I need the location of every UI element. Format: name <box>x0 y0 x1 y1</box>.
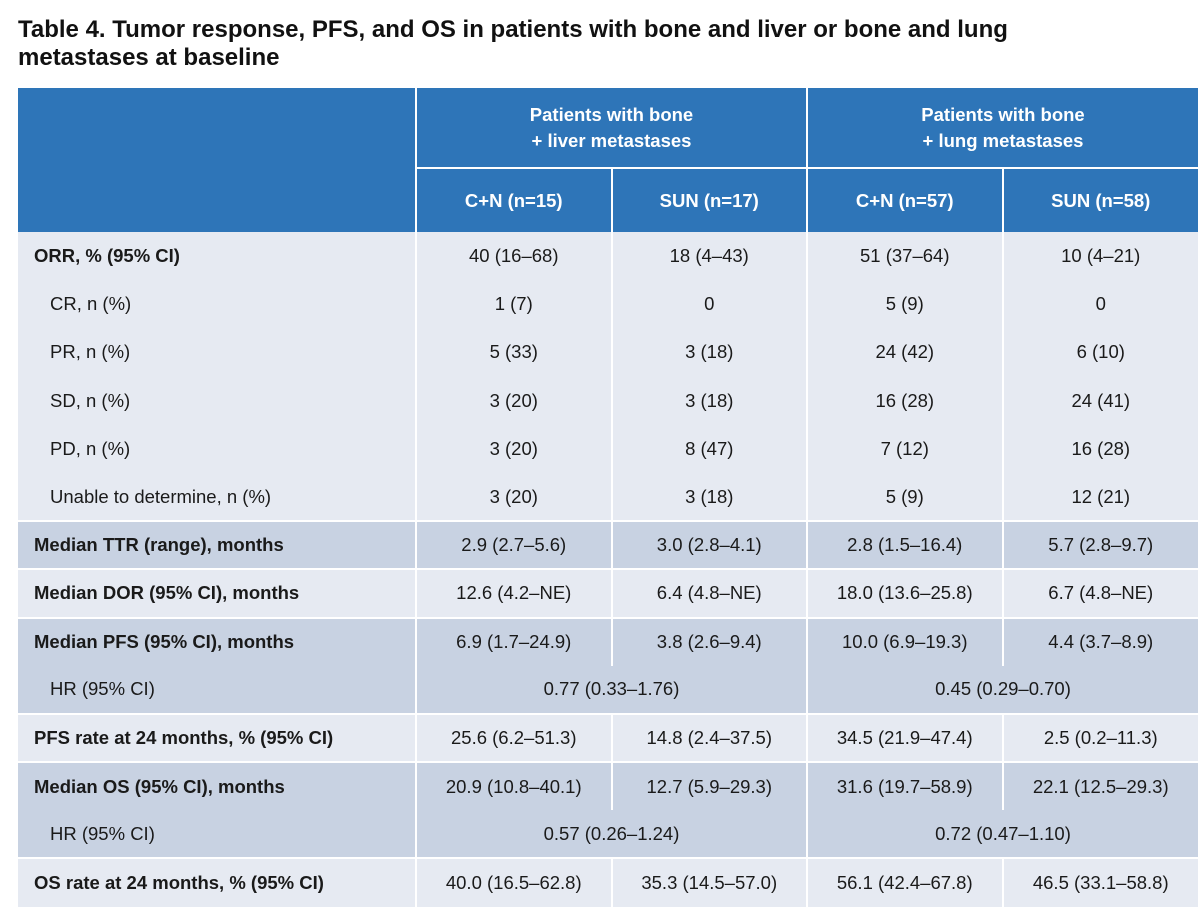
table-cell: 20.9 (10.8–40.1) <box>415 761 612 811</box>
table-row: OS rate at 24 months, % (95% CI) 40.0 (1… <box>18 857 1198 907</box>
table-row: HR (95% CI) 0.77 (0.33–1.76) 0.45 (0.29–… <box>18 665 1198 714</box>
header-row-groups: Patients with bone + liver metastases Pa… <box>18 88 1198 232</box>
column-header: SUN (n=58) <box>1001 168 1198 232</box>
table-cell: 4.4 (3.7–8.9) <box>1001 616 1198 666</box>
group-header-liver-line-2: + liver metastases <box>531 129 692 151</box>
table-row: Unable to determine, n (%) 3 (20) 3 (18)… <box>18 472 1198 522</box>
column-header: C+N (n=57) <box>806 168 1003 232</box>
table-cell: 51 (37–64) <box>806 232 1003 281</box>
table-row: HR (95% CI) 0.57 (0.26–1.24) 0.72 (0.47–… <box>18 810 1198 859</box>
row-label: Unable to determine, n (%) <box>18 472 416 522</box>
table-cell: 46.5 (33.1–58.8) <box>1001 857 1198 907</box>
table-row: PD, n (%) 3 (20) 8 (47) 7 (12) 16 (28) <box>18 424 1198 473</box>
table-cell: 0 <box>1001 280 1198 329</box>
table-cell: 1 (7) <box>415 280 612 329</box>
table-cell-merged: 0.77 (0.33–1.76) <box>415 665 807 714</box>
table-cell: 6 (10) <box>1001 328 1198 377</box>
results-table: Patients with bone + liver metastases Pa… <box>18 88 1198 907</box>
table-title: Table 4. Tumor response, PFS, and OS in … <box>18 16 1178 72</box>
table-row: Median DOR (95% CI), months 12.6 (4.2–NE… <box>18 568 1198 618</box>
table-row: Median PFS (95% CI), months 6.9 (1.7–24.… <box>18 616 1198 666</box>
row-label: ORR, % (95% CI) <box>18 232 416 281</box>
table-row: Median TTR (range), months 2.9 (2.7–5.6)… <box>18 520 1198 570</box>
row-label: SD, n (%) <box>18 376 416 425</box>
row-label: Median OS (95% CI), months <box>18 761 416 811</box>
group-header-liver: Patients with bone + liver metastases <box>415 88 807 169</box>
row-label: Median PFS (95% CI), months <box>18 616 416 666</box>
group-header-lung: Patients with bone + lung metastases <box>806 88 1198 169</box>
column-header: SUN (n=17) <box>610 168 807 232</box>
row-label: OS rate at 24 months, % (95% CI) <box>18 857 416 907</box>
table-row: ORR, % (95% CI) 40 (16–68) 18 (4–43) 51 … <box>18 232 1198 281</box>
table-cell: 31.6 (19.7–58.9) <box>806 761 1003 811</box>
table-cell: 0 <box>610 280 807 329</box>
table-row: Median OS (95% CI), months 20.9 (10.8–40… <box>18 761 1198 811</box>
table-cell: 3.8 (2.6–9.4) <box>610 616 807 666</box>
table-cell: 34.5 (21.9–47.4) <box>806 712 1003 763</box>
table-cell: 10.0 (6.9–19.3) <box>806 616 1003 666</box>
table-row: SD, n (%) 3 (20) 3 (18) 16 (28) 24 (41) <box>18 376 1198 425</box>
table-cell-merged: 0.45 (0.29–0.70) <box>806 665 1198 714</box>
table-cell: 40.0 (16.5–62.8) <box>415 857 612 907</box>
table-cell: 12.7 (5.9–29.3) <box>610 761 807 811</box>
table-cell: 12.6 (4.2–NE) <box>415 568 612 618</box>
table-cell: 6.9 (1.7–24.9) <box>415 616 612 666</box>
table-cell: 5 (33) <box>415 328 612 377</box>
table-cell: 16 (28) <box>1001 424 1198 473</box>
row-label: Median TTR (range), months <box>18 520 416 570</box>
group-header-liver-line-1: Patients with bone <box>529 103 694 125</box>
row-label: PD, n (%) <box>18 424 416 473</box>
table-cell: 22.1 (12.5–29.3) <box>1001 761 1198 811</box>
table-cell: 5.7 (2.8–9.7) <box>1001 520 1198 570</box>
group-header-lung-line-2: + lung metastases <box>922 129 1084 151</box>
group-header-lung-line-1: Patients with bone <box>921 103 1085 125</box>
table-cell: 3 (20) <box>415 424 612 473</box>
table-cell: 5 (9) <box>806 472 1003 522</box>
row-label: CR, n (%) <box>18 280 416 329</box>
header-blank-cell <box>18 88 416 232</box>
table-row: CR, n (%) 1 (7) 0 5 (9) 0 <box>18 280 1198 329</box>
row-label: Median DOR (95% CI), months <box>18 568 416 618</box>
row-label: HR (95% CI) <box>18 665 416 714</box>
table-cell: 2.5 (0.2–11.3) <box>1001 712 1198 763</box>
table-cell: 56.1 (42.4–67.8) <box>806 857 1003 907</box>
table-cell: 25.6 (6.2–51.3) <box>415 712 612 763</box>
table-cell: 16 (28) <box>806 376 1003 425</box>
table-cell: 24 (42) <box>806 328 1003 377</box>
table-cell: 7 (12) <box>806 424 1003 473</box>
table-cell: 6.7 (4.8–NE) <box>1001 568 1198 618</box>
table-cell: 8 (47) <box>610 424 807 473</box>
table-title-line-1: Table 4. Tumor response, PFS, and OS in … <box>18 16 1008 43</box>
table-cell: 12 (21) <box>1001 472 1198 522</box>
row-label: PR, n (%) <box>18 328 416 377</box>
table-cell: 18.0 (13.6–25.8) <box>806 568 1003 618</box>
table-cell: 3 (20) <box>415 472 612 522</box>
table-cell: 2.9 (2.7–5.6) <box>415 520 612 570</box>
table-row: PR, n (%) 5 (33) 3 (18) 24 (42) 6 (10) <box>18 328 1198 377</box>
header-row-columns: C+N (n=15) SUN (n=17) C+N (n=57) SUN (n=… <box>18 168 1198 232</box>
table-cell: 35.3 (14.5–57.0) <box>610 857 807 907</box>
table-cell: 10 (4–21) <box>1001 232 1198 281</box>
table-cell: 3 (18) <box>610 328 807 377</box>
table-title-line-2: metastases at baseline <box>18 44 280 71</box>
row-label: PFS rate at 24 months, % (95% CI) <box>18 712 416 763</box>
table-row: PFS rate at 24 months, % (95% CI) 25.6 (… <box>18 712 1198 763</box>
table-cell: 14.8 (2.4–37.5) <box>610 712 807 763</box>
table-cell: 40 (16–68) <box>415 232 612 281</box>
table-cell: 3 (18) <box>610 472 807 522</box>
column-header: C+N (n=15) <box>415 168 612 232</box>
table-cell: 5 (9) <box>806 280 1003 329</box>
table-cell-merged: 0.57 (0.26–1.24) <box>415 810 807 859</box>
table-cell: 2.8 (1.5–16.4) <box>806 520 1003 570</box>
table-cell: 3 (18) <box>610 376 807 425</box>
table-cell: 24 (41) <box>1001 376 1198 425</box>
table-cell-merged: 0.72 (0.47–1.10) <box>806 810 1198 859</box>
row-label: HR (95% CI) <box>18 810 416 859</box>
table-cell: 3 (20) <box>415 376 612 425</box>
table-cell: 3.0 (2.8–4.1) <box>610 520 807 570</box>
table-cell: 6.4 (4.8–NE) <box>610 568 807 618</box>
table-cell: 18 (4–43) <box>610 232 807 281</box>
